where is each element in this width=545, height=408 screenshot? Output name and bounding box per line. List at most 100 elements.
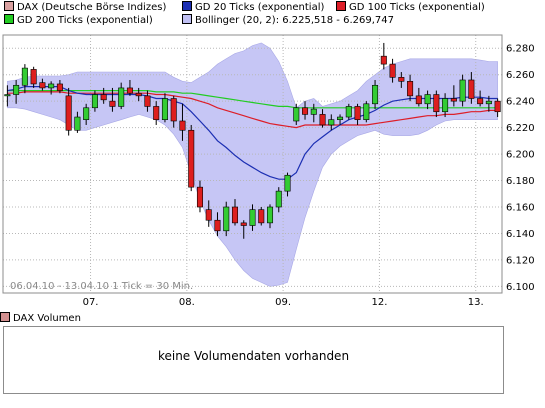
x-tick-label: 09.: [275, 297, 291, 308]
candle: [74, 111, 81, 133]
candle-body: [179, 120, 186, 131]
candle: [231, 199, 239, 226]
volume-legend: DAX Volumen: [0, 312, 81, 325]
candle: [205, 200, 212, 227]
y-tick-label: 6.200: [506, 150, 535, 161]
x-tick-label: 13.: [468, 297, 484, 308]
candle: [240, 220, 247, 239]
candle-body: [380, 55, 387, 65]
candle: [450, 85, 457, 107]
volume-legend-swatch: [0, 312, 10, 322]
legend-label-gd100: GD 100 Ticks (exponential): [349, 2, 485, 13]
candle-body: [258, 209, 265, 224]
candle: [372, 79, 379, 110]
legend-item-dax: DAX (Deutsche Börse Indizes): [4, 1, 166, 14]
y-tick-label: 6.160: [506, 203, 535, 214]
legend-item-gd20: GD 20 Ticks (exponential): [182, 1, 324, 14]
candle-body: [188, 129, 195, 188]
legend-swatch-bollinger: [182, 14, 192, 24]
legend-label-dax: DAX (Deutsche Börse Indizes): [17, 2, 167, 13]
candle: [170, 95, 177, 128]
candle: [100, 87, 107, 104]
candle: [302, 101, 309, 120]
candle: [266, 204, 274, 229]
candle-body: [459, 79, 466, 102]
candle: [424, 90, 431, 110]
y-tick-label: 6.220: [506, 123, 535, 134]
candle-body: [48, 83, 55, 89]
candle: [153, 101, 160, 125]
candle-body: [337, 116, 344, 120]
candle: [328, 114, 335, 131]
candle-body: [170, 98, 177, 122]
plot-frame: [2, 34, 503, 294]
candle: [214, 212, 221, 237]
y-tick-label: 6.260: [506, 70, 535, 81]
candle-body: [65, 95, 72, 131]
volume-panel: keine Volumendaten vorhanden: [3, 326, 504, 394]
candle-body: [372, 84, 379, 105]
candle: [249, 204, 256, 231]
legend-item-gd200: GD 200 Ticks (exponential): [4, 14, 153, 27]
y-tick-label: 6.120: [506, 255, 535, 266]
candle-body: [328, 119, 335, 126]
candle-body: [83, 107, 90, 120]
candle-body: [310, 108, 317, 115]
candle: [39, 78, 46, 91]
candle-body: [39, 82, 46, 89]
volume-empty-message: keine Volumendaten vorhanden: [157, 349, 350, 363]
candle: [83, 103, 90, 125]
candle: [459, 74, 466, 107]
candle: [337, 114, 344, 125]
candle-body: [223, 206, 230, 232]
candle-body: [91, 94, 98, 109]
candle: [398, 72, 405, 88]
legend-label-gd200: GD 200 Ticks (exponential): [17, 15, 153, 26]
candle: [135, 87, 142, 102]
candle: [65, 87, 72, 136]
candle: [161, 93, 168, 123]
candle: [319, 109, 326, 128]
candle-body: [319, 114, 326, 126]
candle: [389, 58, 396, 83]
candle: [380, 42, 387, 70]
candle: [223, 201, 230, 237]
legend-swatch-gd20: [182, 1, 192, 11]
series-line-gd200: [7, 90, 498, 109]
candle-body: [302, 107, 309, 115]
y-tick-label: 6.240: [506, 97, 535, 108]
candle-body: [389, 63, 396, 78]
candle-body: [275, 190, 282, 208]
candle: [310, 103, 317, 123]
candle: [258, 207, 265, 226]
candle-body: [424, 94, 431, 105]
candle: [494, 98, 501, 118]
candle: [485, 95, 492, 112]
candle: [48, 81, 55, 95]
candle-body: [100, 94, 107, 101]
legend-swatch-gd200: [4, 14, 14, 24]
legend-swatch-gd100: [336, 1, 346, 11]
candle: [468, 72, 475, 104]
candle-body: [214, 219, 221, 232]
candle: [13, 79, 20, 104]
candle: [144, 90, 151, 112]
volume-legend-label: DAX Volumen: [13, 313, 81, 324]
candle-body: [398, 77, 405, 82]
candle-body: [415, 95, 422, 105]
candle-body: [118, 87, 125, 107]
candle-body: [74, 116, 81, 131]
date-range-caption: 06.04.10 - 13.04.10 1 Tick = 30 Min.: [10, 281, 193, 292]
chart-legend: DAX (Deutsche Börse Indizes) GD 20 Ticks…: [0, 0, 545, 30]
candle: [21, 64, 28, 94]
candle-body: [468, 79, 475, 99]
x-tick-label: 12.: [371, 297, 387, 308]
candle-body: [284, 174, 291, 192]
candle-body: [205, 209, 212, 221]
legend-label-bollinger: Bollinger (20, 2): 6.225,518 - 6.269,747: [195, 15, 394, 26]
candle-body: [231, 206, 239, 224]
candle-body: [442, 98, 449, 113]
legend-item-gd100: GD 100 Ticks (exponential): [336, 1, 485, 14]
candle-body: [407, 81, 414, 97]
candle-body: [135, 92, 142, 97]
